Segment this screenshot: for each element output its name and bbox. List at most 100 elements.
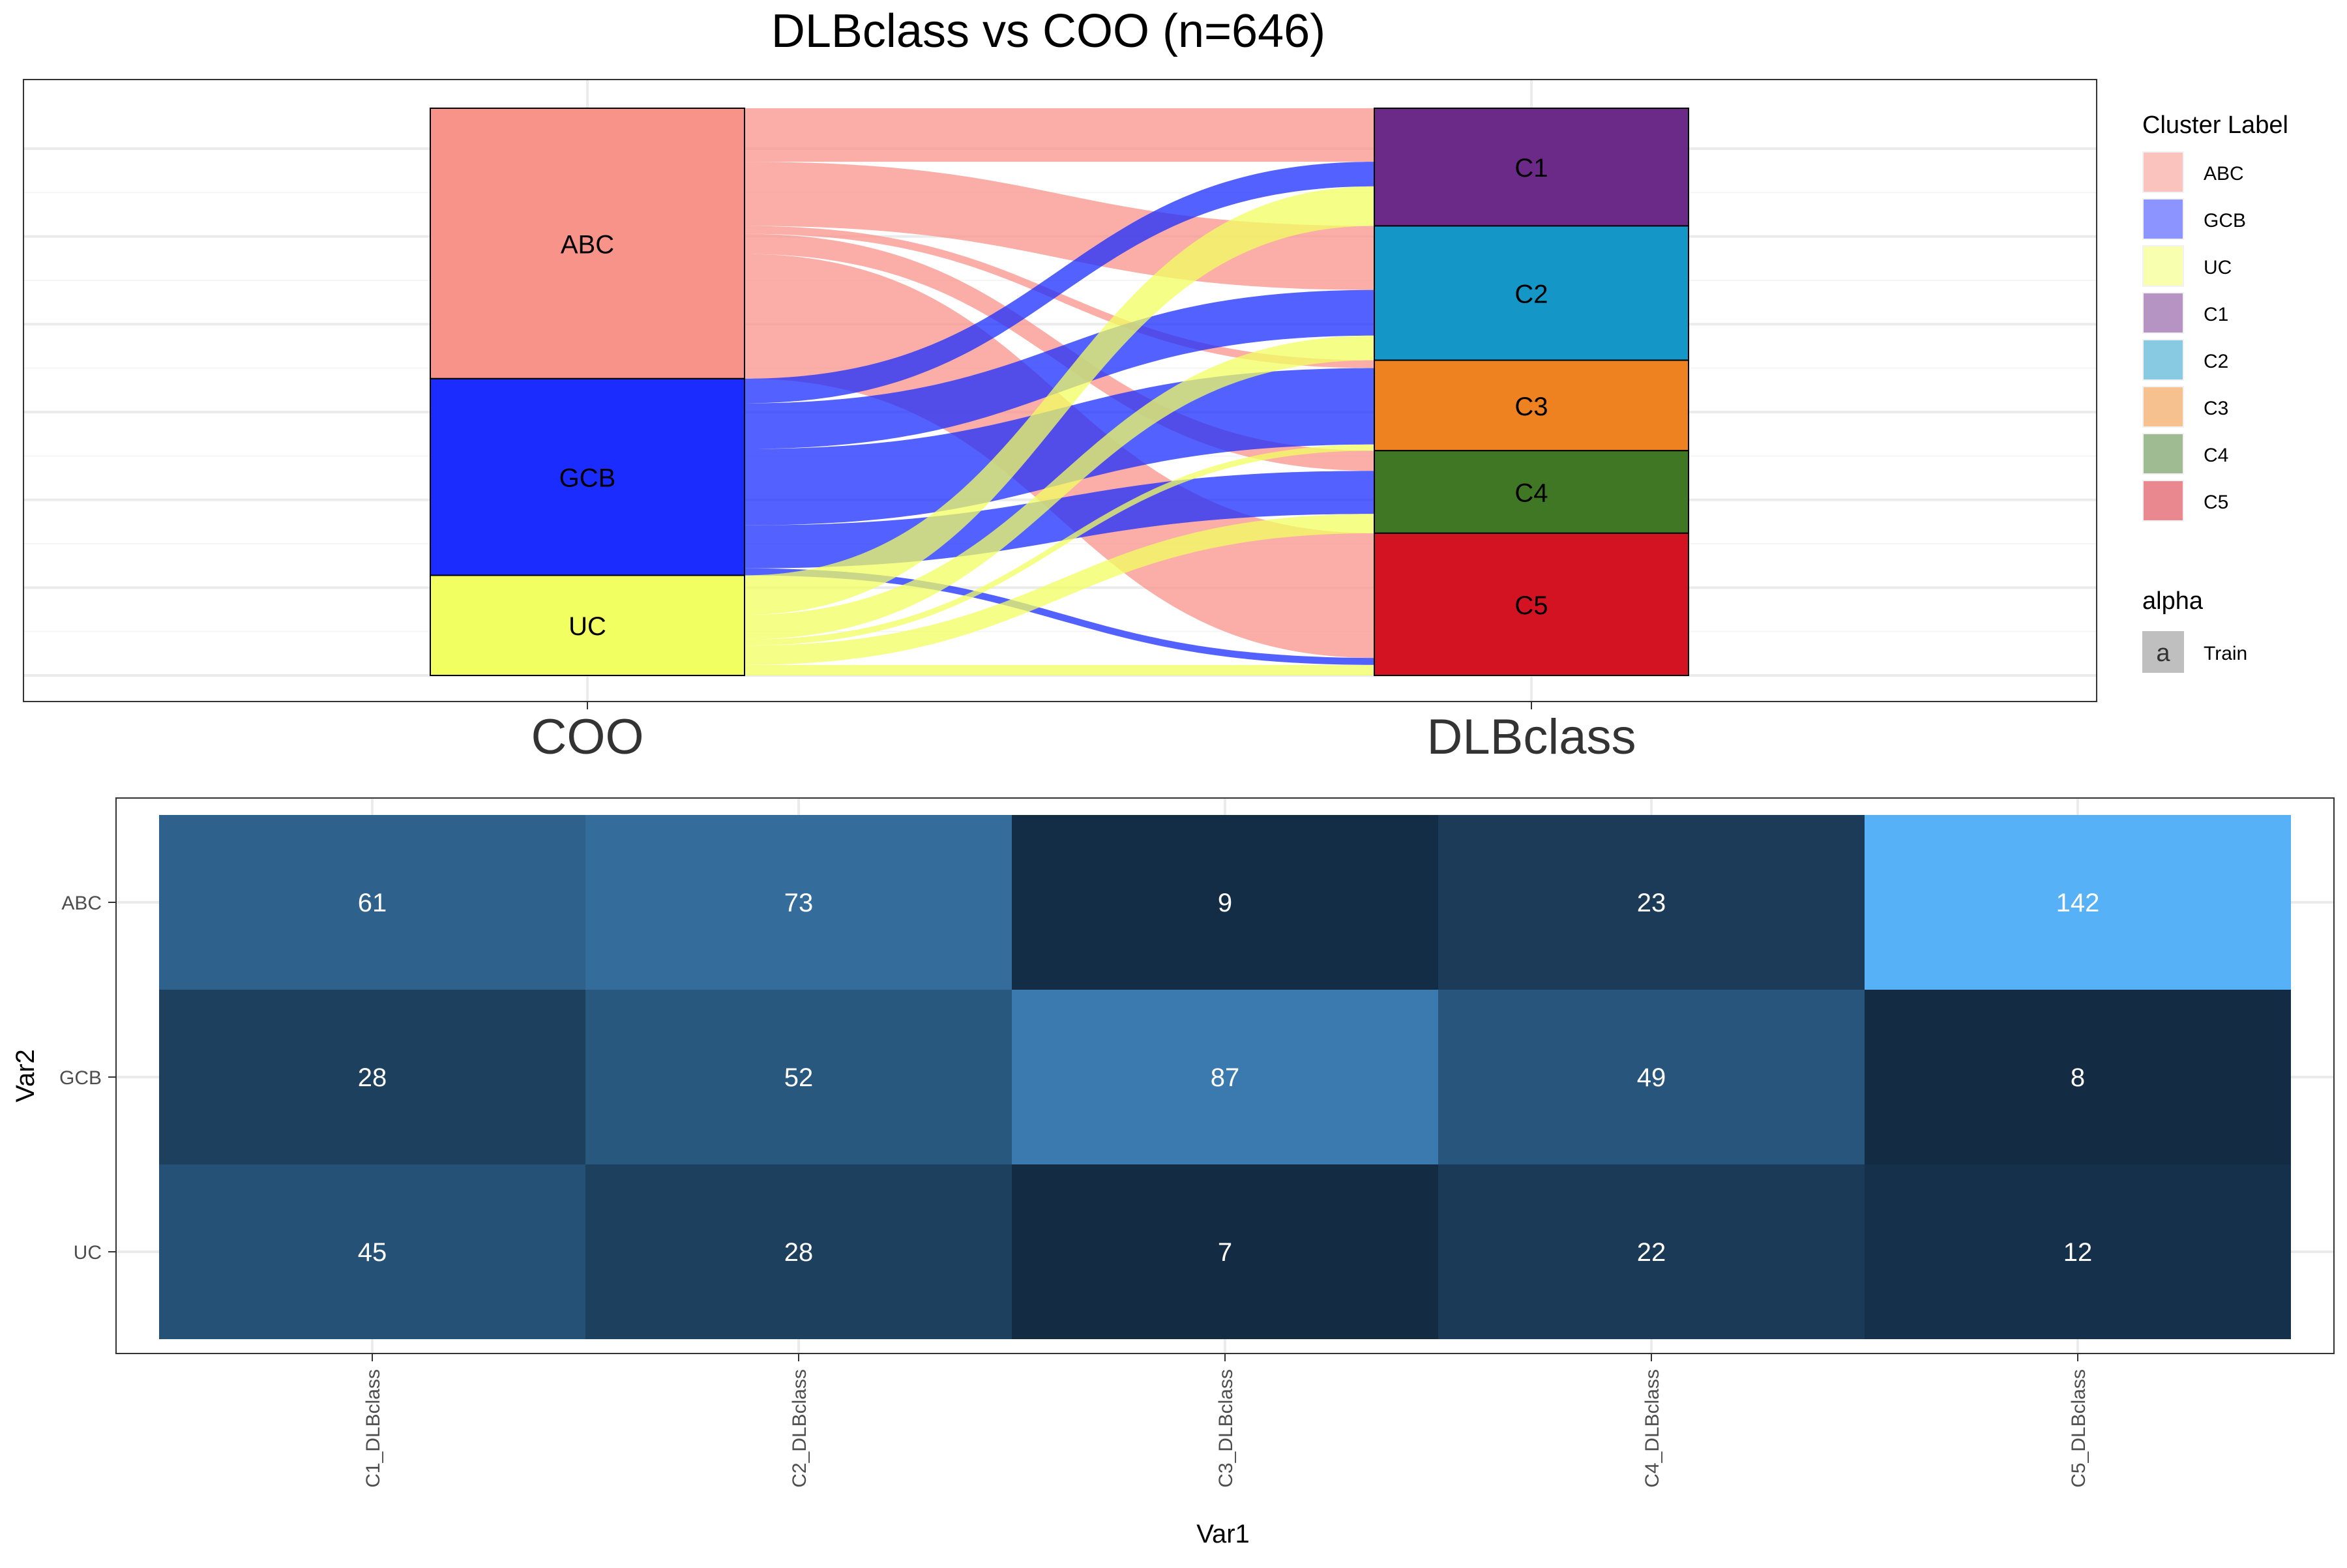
legend-swatch-c4 — [2144, 434, 2183, 473]
stratum-c3 — [1374, 359, 1689, 452]
alluvial-flow-uc-c5 — [745, 664, 1374, 675]
alluvial-flow-gcb-c5 — [745, 568, 1374, 665]
legend-swatch-abc — [2144, 153, 2183, 192]
heatmap-x-tick-label-c5: C5_DLBclass — [2068, 1369, 2089, 1488]
heatmap-cell-value: 23 — [1637, 889, 1666, 917]
heatmap-cell-value: 73 — [784, 889, 814, 917]
heatmap-cell-abc-c1 — [159, 815, 585, 990]
alluvial-panel: ABC GCB UC C1 C2 C3 C4 C5 COO DLBclass — [23, 79, 2097, 765]
heatmap-cell-value: 49 — [1637, 1063, 1666, 1092]
heatmap-cell-value: 22 — [1637, 1238, 1666, 1267]
heatmap-panel: 61 73 9 23 142 28 52 87 49 8 45 28 7 22 12 ABC GCB UC C1_… — [11, 797, 2335, 1548]
stratum-uc — [430, 574, 745, 676]
legend-label-uc: UC — [2204, 257, 2232, 278]
alluvial-flow-gcb-c3 — [745, 368, 1374, 525]
legend-label-c5: C5 — [2204, 492, 2228, 513]
stratum-c2 — [1374, 225, 1689, 361]
stratum-c4 — [1374, 450, 1689, 534]
heatmap-cell-uc-c2 — [585, 1164, 1012, 1339]
heatmap-cell-gcb-c5 — [1865, 990, 2291, 1164]
heatmap-cell-abc-c4 — [1438, 815, 1865, 990]
heatmap-cells: 61 73 9 23 142 28 52 87 49 8 45 28 7 22 12 — [159, 815, 2291, 1339]
heatmap-x-tick-label-c4: C4_DLBclass — [1642, 1369, 1663, 1488]
alluvial-axis: COO DLBclass — [531, 702, 1636, 765]
heatmap-cell-gcb-c4 — [1438, 990, 1865, 1164]
stratum-label-c1: C1 — [1514, 154, 1548, 183]
stratum-gcb — [430, 377, 745, 576]
heatmap-cell-value: 28 — [784, 1238, 814, 1267]
legend-swatch-c5 — [2144, 481, 2183, 520]
heatmap-cell-abc-c2 — [585, 815, 1012, 990]
alluvial-flow-uc-c3 — [745, 444, 1374, 646]
legend-label-abc: ABC — [2204, 163, 2244, 185]
legend-swatch-uc — [2144, 246, 2183, 286]
heatmap-cell-abc-c5 — [1865, 815, 2291, 990]
alluvial-flow-gcb-c1 — [745, 162, 1374, 404]
heatmap-cell-value: 52 — [784, 1063, 814, 1092]
heatmap-cell-uc-c5 — [1865, 1164, 2291, 1339]
stratum-label-gcb: GCB — [559, 464, 616, 493]
legend-alpha-swatch — [2142, 631, 2184, 673]
chart-title: DLBclass vs COO (n=646) — [771, 5, 1325, 57]
alluvial-flow-abc-c3 — [745, 226, 1374, 368]
alluvial-x-tick-label-coo: COO — [531, 709, 643, 765]
legend-swatch-gcb — [2144, 200, 2183, 239]
alluvial-flow-uc-c2 — [745, 335, 1374, 640]
heatmap-cell-value: 8 — [2071, 1063, 2085, 1092]
stratum-label-uc: UC — [568, 612, 606, 641]
heatmap-x-axis-title: Var1 — [1196, 1520, 1250, 1548]
heatmap-cell-uc-c1 — [159, 1164, 585, 1339]
alluvial-flow-uc-c4 — [745, 514, 1374, 665]
heatmap-y-tick-label-abc: ABC — [61, 893, 102, 914]
stratum-c5 — [1374, 532, 1689, 676]
heatmap-cell-abc-c3 — [1012, 815, 1438, 990]
stratum-label-c4: C4 — [1514, 479, 1548, 508]
stratum-label-c3: C3 — [1514, 392, 1548, 421]
heatmap-x-tick-label-c3: C3_DLBclass — [1215, 1369, 1237, 1488]
heatmap-y-axis-title: Var2 — [11, 1049, 40, 1102]
heatmap-y-tick-label-gcb: GCB — [59, 1067, 102, 1089]
legend-alpha-title: alpha — [2142, 587, 2204, 615]
legend-label-c3: C3 — [2204, 398, 2228, 419]
heatmap-axes: ABC GCB UC C1_DLBclass C2_DLBclass C3_DLBclas… — [59, 893, 2089, 1488]
legend-label-c1: C1 — [2204, 304, 2228, 325]
legend-label-c4: C4 — [2204, 445, 2228, 466]
heatmap-cell-gcb-c3 — [1012, 990, 1438, 1164]
heatmap-cell-value: 142 — [2056, 889, 2100, 917]
legend-label-gcb: GCB — [2204, 210, 2246, 231]
alluvial-flows — [745, 108, 1374, 675]
alluvial-flow-gcb-c2 — [745, 289, 1374, 449]
heatmap-cell-gcb-c1 — [159, 990, 585, 1164]
alluvial-x-tick-label-dlbclass: DLBclass — [1427, 709, 1636, 765]
legend-swatch-c3 — [2144, 387, 2183, 426]
alluvial-flow-uc-c1 — [745, 186, 1374, 615]
heatmap-x-tick-label-c2: C2_DLBclass — [789, 1369, 810, 1488]
legend-alpha-key-glyph: a — [2156, 640, 2170, 667]
alluvial-strata: ABC GCB UC C1 C2 C3 C4 C5 — [430, 108, 1689, 676]
legend-alpha-label-train: Train — [2204, 643, 2247, 664]
alluvial-flow-abc-c1 — [745, 108, 1374, 162]
stratum-c1 — [1374, 108, 1689, 227]
stratum-label-c5: C5 — [1514, 591, 1548, 620]
stratum-abc — [430, 108, 745, 379]
legend-swatch-c1 — [2144, 293, 2183, 333]
legend: Cluster Label ABC GCB UC C1 C2 C3 C4 C5 alpha a Tra… — [2142, 111, 2288, 673]
heatmap-cell-uc-c4 — [1438, 1164, 1865, 1339]
legend-label-c2: C2 — [2204, 351, 2228, 372]
heatmap-cell-value: 12 — [2063, 1238, 2093, 1267]
heatmap-cell-uc-c3 — [1012, 1164, 1438, 1339]
legend-swatch-c2 — [2144, 340, 2183, 379]
heatmap-cell-value: 7 — [1218, 1238, 1232, 1267]
stratum-label-c2: C2 — [1514, 280, 1548, 308]
heatmap-cell-value: 45 — [358, 1238, 387, 1267]
heatmap-y-tick-label-uc: UC — [74, 1242, 102, 1264]
heatmap-cell-value: 87 — [1211, 1063, 1240, 1092]
heatmap-cell-value: 28 — [358, 1063, 387, 1092]
alluvial-panel-border — [23, 79, 2097, 702]
heatmap-cell-value: 9 — [1218, 889, 1232, 917]
stratum-label-abc: ABC — [561, 230, 614, 259]
heatmap-x-tick-label-c1: C1_DLBclass — [362, 1369, 384, 1488]
heatmap-cell-value: 61 — [358, 889, 387, 917]
